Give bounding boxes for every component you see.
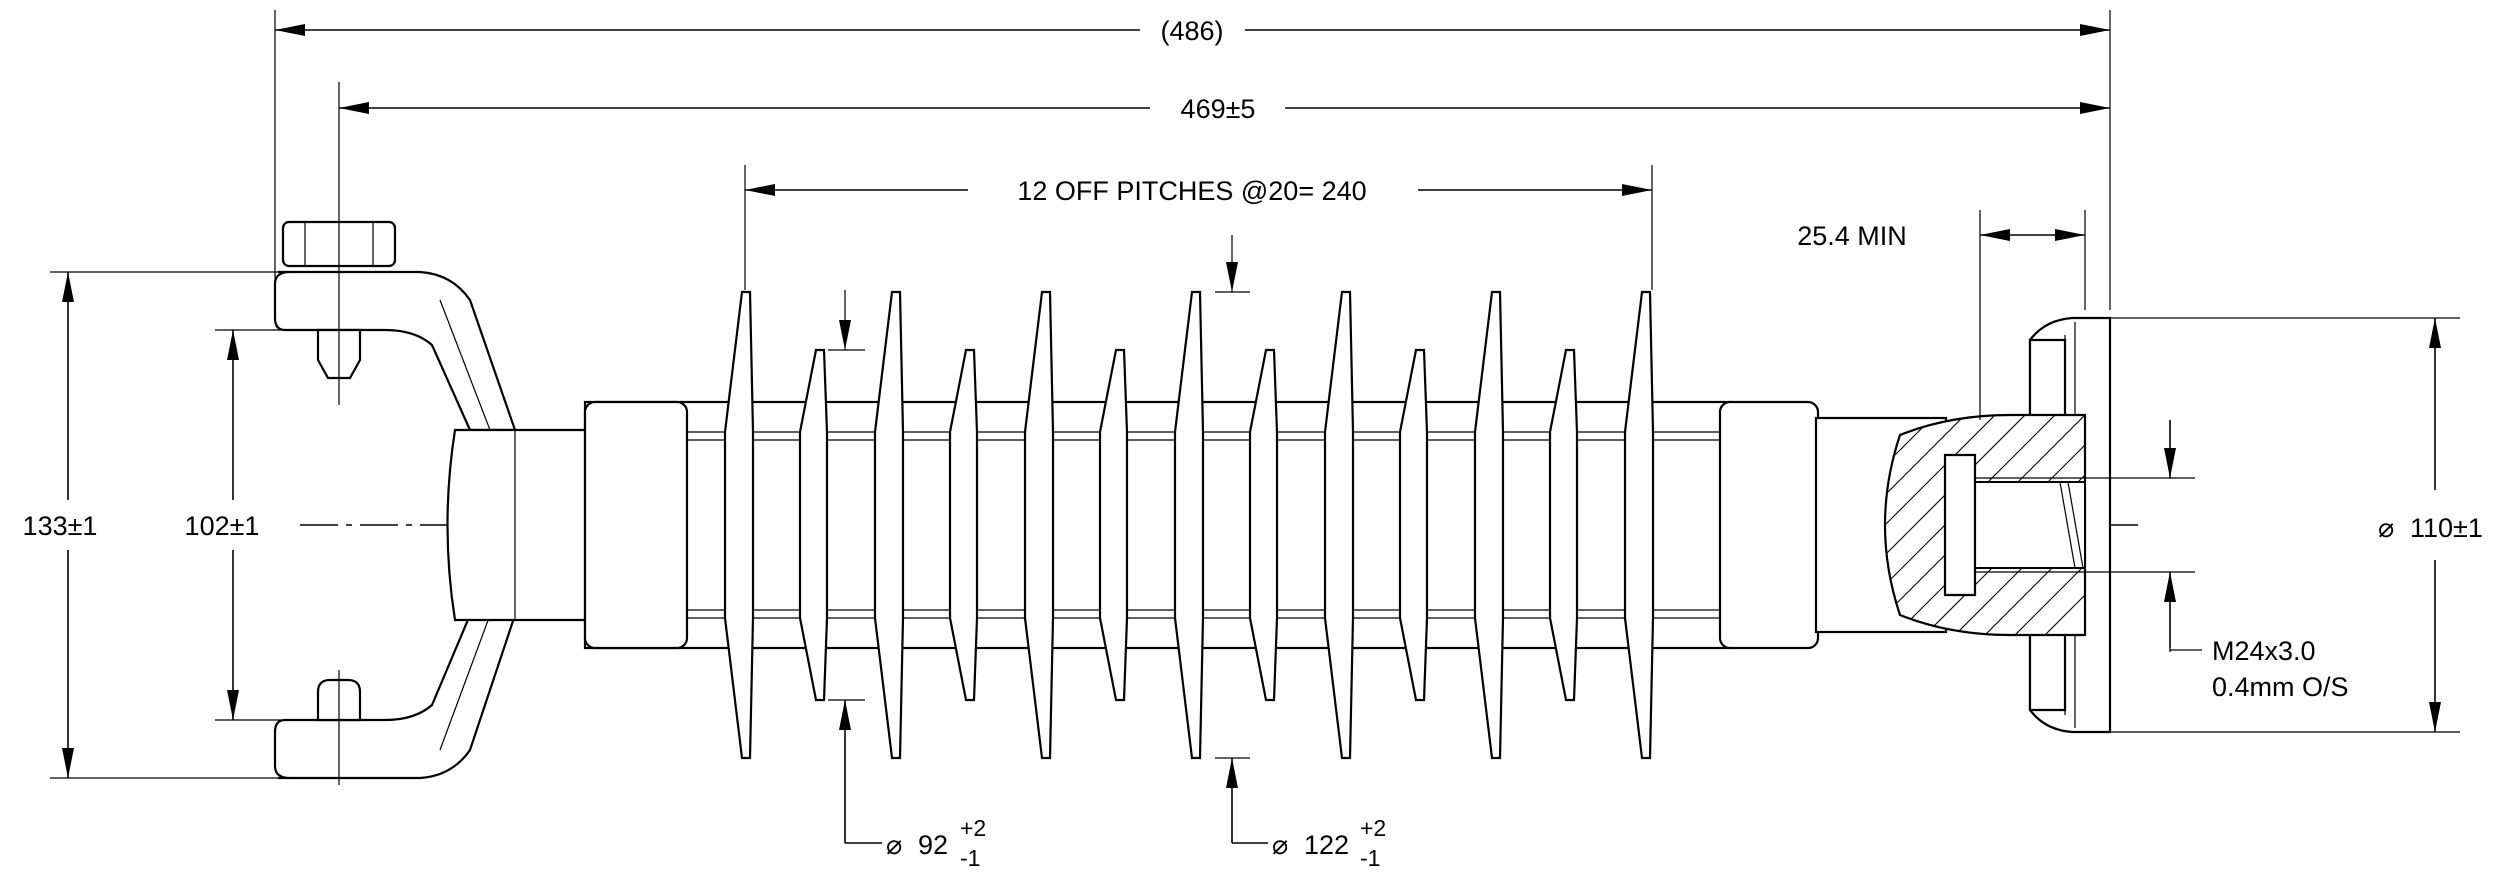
dimension-length: 469±5 (338, 82, 2110, 248)
small-shed-diameter-symbol: ⌀ (886, 830, 902, 860)
thread-depth-label: 25.4 MIN (1797, 221, 1907, 251)
large-shed-tol-lower: -1 (1360, 845, 1380, 871)
large-sheds (723, 290, 1655, 760)
flange-end-fitting (1883, 316, 2112, 734)
dimension-inner-height: 102±1 (185, 329, 285, 721)
small-shed-diameter-label: 92 (918, 830, 948, 860)
dimension-thread-depth: 25.4 MIN (1797, 210, 2086, 420)
inner-height-label: 102±1 (185, 511, 260, 541)
dimension-overall: (486) (274, 10, 2111, 310)
fitting-height-label: 133±1 (23, 511, 98, 541)
shed-thickness-marker (828, 235, 1250, 351)
large-shed-diameter-symbol: ⌀ (1272, 830, 1288, 860)
large-shed-diameter-label: 122 (1304, 830, 1349, 860)
length-label: 469±5 (1181, 94, 1256, 124)
thread-spec-line1: M24x3.0 (2212, 636, 2316, 666)
small-sheds (798, 348, 1579, 702)
dimension-pitches: 12 OFF PITCHES @20= 240 (744, 165, 1653, 290)
flange-diameter-label: 110±1 (2410, 513, 2483, 543)
dimension-fitting-height: 133±1 (23, 271, 278, 779)
thread-spec-line2: 0.4mm O/S (2212, 672, 2349, 702)
clevis-end-fitting (273, 220, 592, 785)
pitches-label: 12 OFF PITCHES @20= 240 (1017, 176, 1366, 206)
left-collar (583, 400, 689, 650)
dimension-flange-diameter: ⌀ 110±1 (2110, 317, 2483, 733)
large-shed-tol-upper: +2 (1360, 815, 1386, 841)
small-shed-tol-upper: +2 (960, 815, 986, 841)
dimension-small-shed: ⌀ 92 +2 -1 (828, 699, 986, 871)
dimension-large-shed: ⌀ 122 +2 -1 (1215, 757, 1386, 871)
thread-callout: M24x3.0 0.4mm O/S (2085, 420, 2349, 702)
flange-diameter-symbol: ⌀ (2378, 513, 2394, 543)
overall-length-label: (486) (1160, 16, 1223, 46)
right-collar (1718, 400, 1820, 650)
small-shed-tol-lower: -1 (960, 845, 980, 871)
